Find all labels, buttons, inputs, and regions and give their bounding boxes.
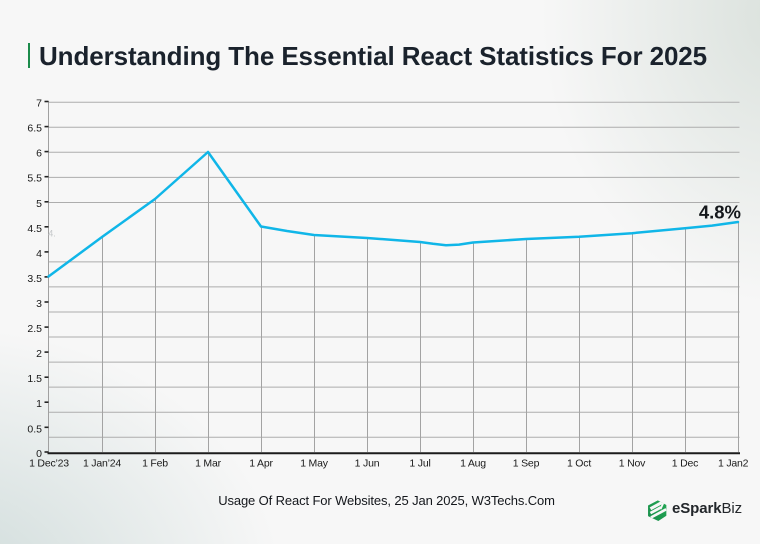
svg-text:1 Jan2: 1 Jan2 bbox=[718, 458, 749, 470]
svg-text:5: 5 bbox=[36, 198, 42, 210]
svg-text:1 Sep: 1 Sep bbox=[513, 458, 540, 470]
svg-text:4.5: 4.5 bbox=[27, 223, 42, 235]
svg-text:1 Oct: 1 Oct bbox=[567, 458, 591, 470]
svg-text:4.8%: 4.8% bbox=[699, 202, 741, 223]
svg-text:1.5: 1.5 bbox=[27, 373, 42, 385]
svg-text:1 Dec’23: 1 Dec’23 bbox=[29, 458, 69, 470]
svg-text:1 Feb: 1 Feb bbox=[142, 458, 168, 470]
svg-text:1 Jan’24: 1 Jan’24 bbox=[83, 458, 121, 470]
svg-text:0.5: 0.5 bbox=[27, 423, 42, 435]
svg-text:1 May: 1 May bbox=[300, 458, 329, 470]
svg-text:2.5: 2.5 bbox=[27, 323, 42, 335]
svg-text:4.: 4. bbox=[48, 229, 56, 239]
svg-text:1: 1 bbox=[36, 398, 42, 410]
svg-text:3.5: 3.5 bbox=[27, 273, 42, 285]
svg-text:6: 6 bbox=[36, 148, 42, 160]
svg-text:1 Mar: 1 Mar bbox=[195, 458, 222, 470]
svg-text:1 Dec: 1 Dec bbox=[672, 458, 698, 470]
svg-text:1 Jul: 1 Jul bbox=[409, 458, 430, 470]
svg-text:0: 0 bbox=[36, 448, 42, 460]
svg-text:1 Aug: 1 Aug bbox=[460, 458, 486, 470]
svg-text:2: 2 bbox=[36, 348, 42, 360]
svg-text:4: 4 bbox=[36, 248, 42, 260]
svg-text:1 Jun: 1 Jun bbox=[355, 458, 380, 470]
svg-text:1 Apr: 1 Apr bbox=[249, 458, 273, 470]
svg-text:1 Nov: 1 Nov bbox=[619, 458, 646, 470]
svg-text:5.5: 5.5 bbox=[27, 173, 42, 185]
svg-text:6.5: 6.5 bbox=[27, 123, 42, 135]
svg-text:7: 7 bbox=[36, 98, 42, 110]
svg-text:3: 3 bbox=[36, 298, 42, 310]
